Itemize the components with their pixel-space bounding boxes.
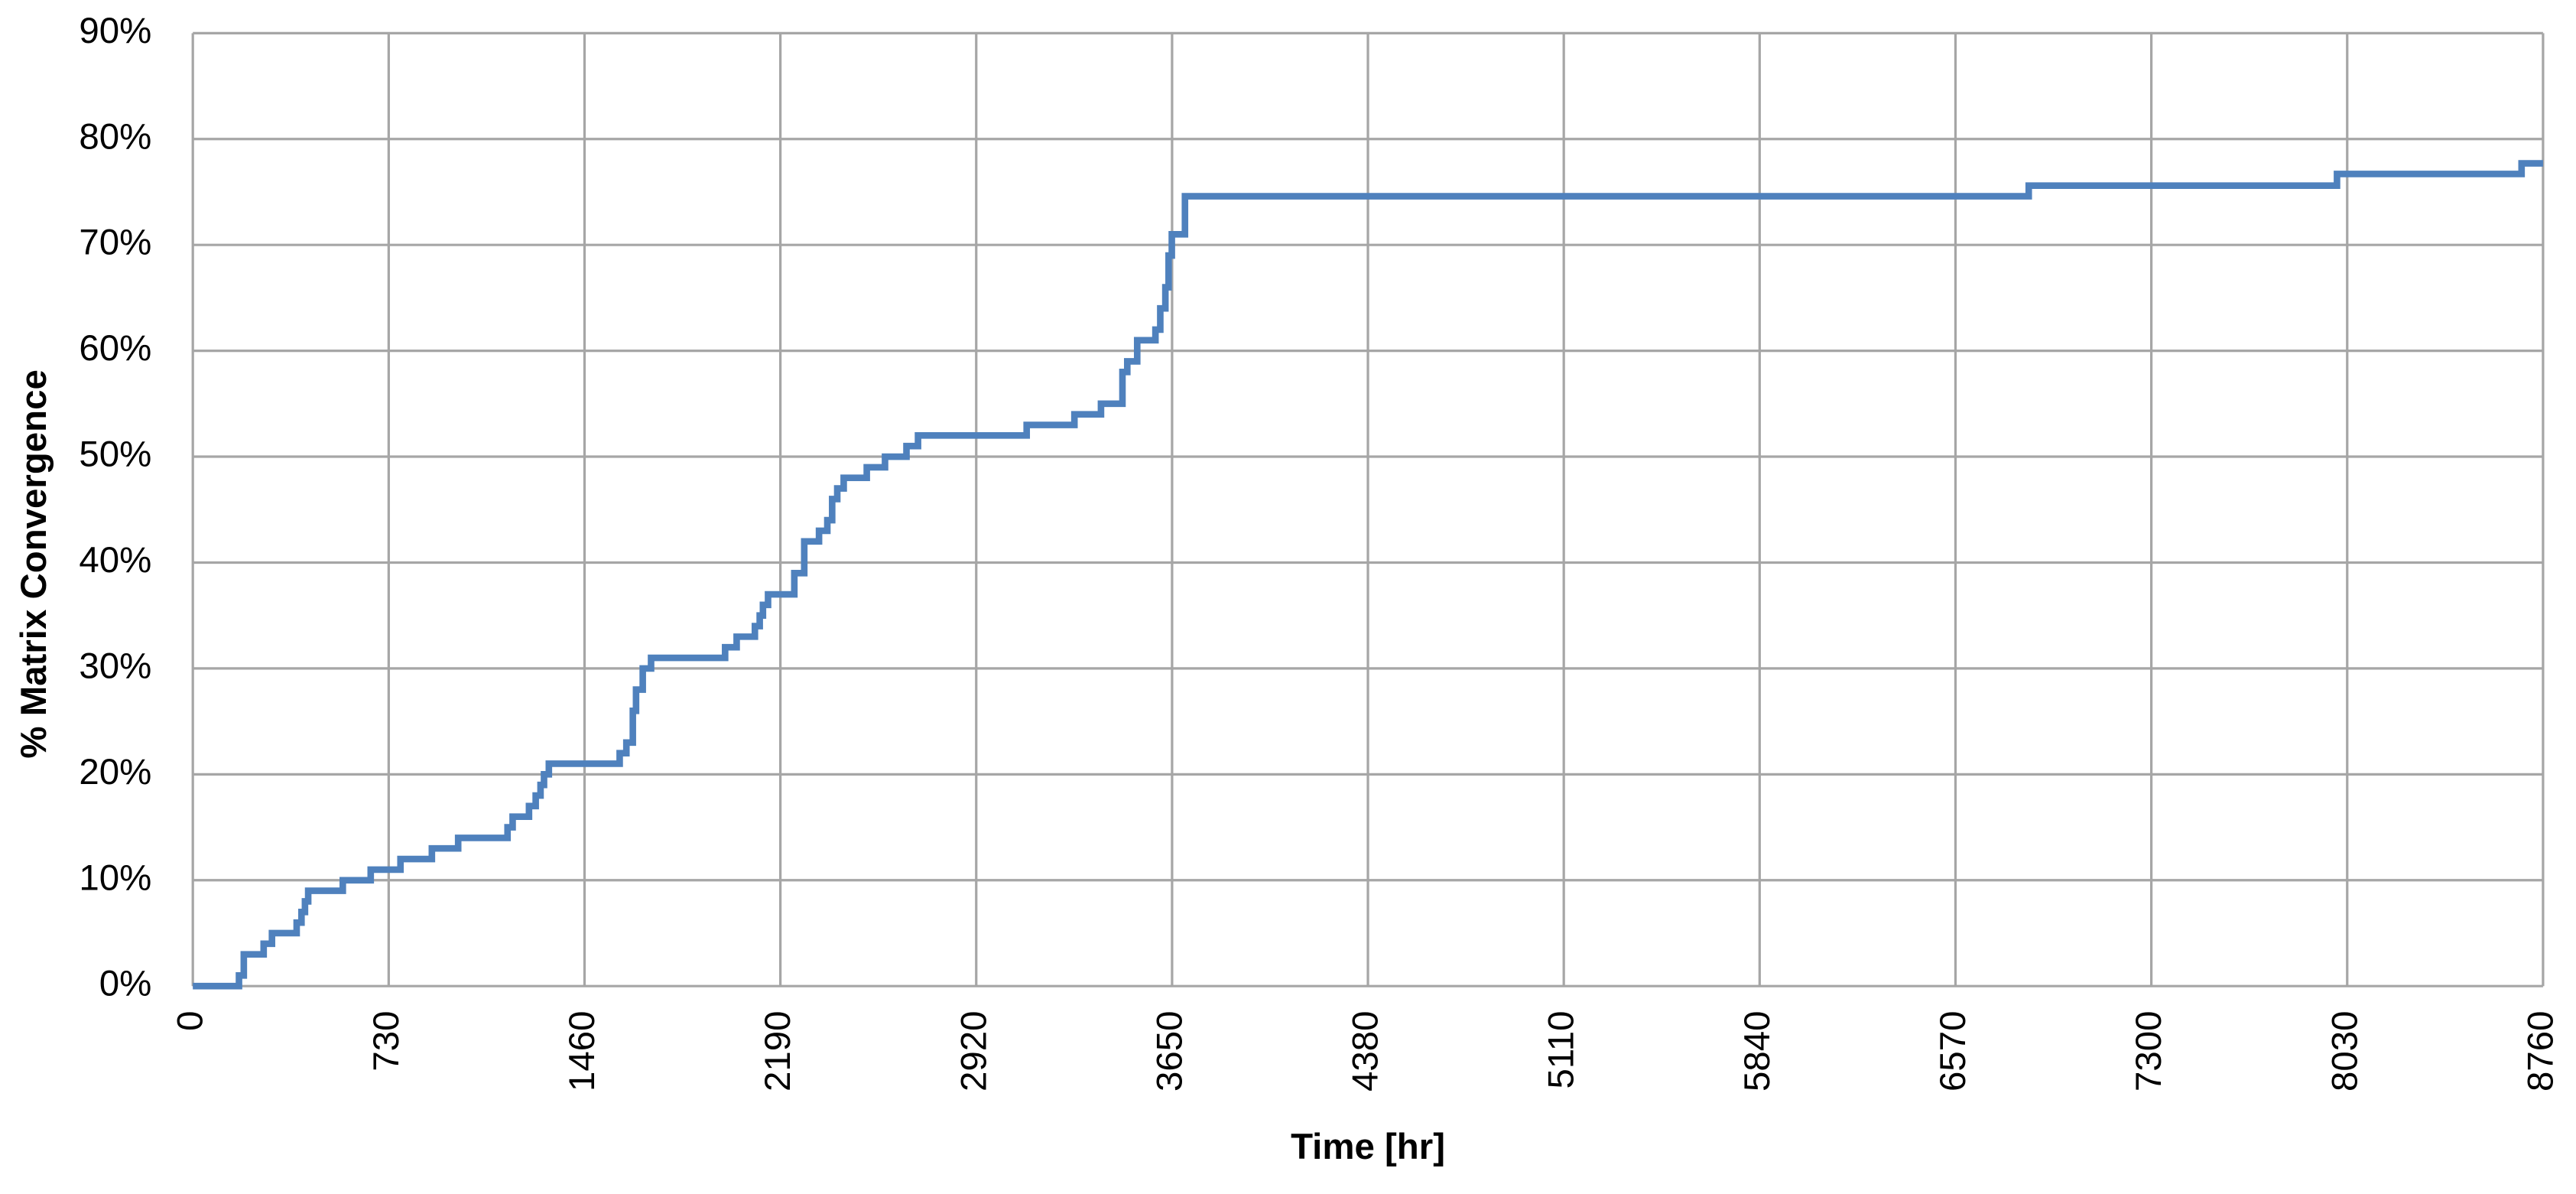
x-tick-label: 730 xyxy=(366,1011,407,1072)
y-tick-label: 10% xyxy=(79,857,151,898)
x-tick-label: 7300 xyxy=(2129,1011,2169,1092)
y-tick-label: 80% xyxy=(79,116,151,157)
y-tick-label: 50% xyxy=(79,434,151,475)
x-tick-label: 5840 xyxy=(1737,1011,1778,1092)
x-tick-label: 4380 xyxy=(1346,1011,1386,1092)
x-tick-label: 8030 xyxy=(2324,1011,2365,1092)
x-tick-label: 1460 xyxy=(562,1011,603,1092)
y-tick-label: 0% xyxy=(99,964,152,1004)
x-tick-label: 2920 xyxy=(953,1011,994,1092)
x-tick-label: 3650 xyxy=(1149,1011,1190,1092)
y-tick-label: 20% xyxy=(79,752,151,792)
x-tick-label: 5110 xyxy=(1541,1011,1582,1089)
y-tick-label: 60% xyxy=(79,328,151,369)
y-axis-label: % Matrix Convergence xyxy=(14,369,54,758)
x-tick-label: 6570 xyxy=(1933,1011,1973,1092)
y-tick-label: 70% xyxy=(79,223,151,263)
y-tick-label: 30% xyxy=(79,646,151,686)
y-tick-label: 40% xyxy=(79,540,151,581)
x-tick-label: 8760 xyxy=(2520,1011,2561,1092)
data-line xyxy=(193,160,2543,990)
x-axis-label: Time [hr] xyxy=(1291,1127,1445,1167)
x-tick-label: 2190 xyxy=(758,1011,798,1092)
y-tick-label: 90% xyxy=(79,11,151,51)
x-tick-label: 0 xyxy=(171,1011,211,1031)
